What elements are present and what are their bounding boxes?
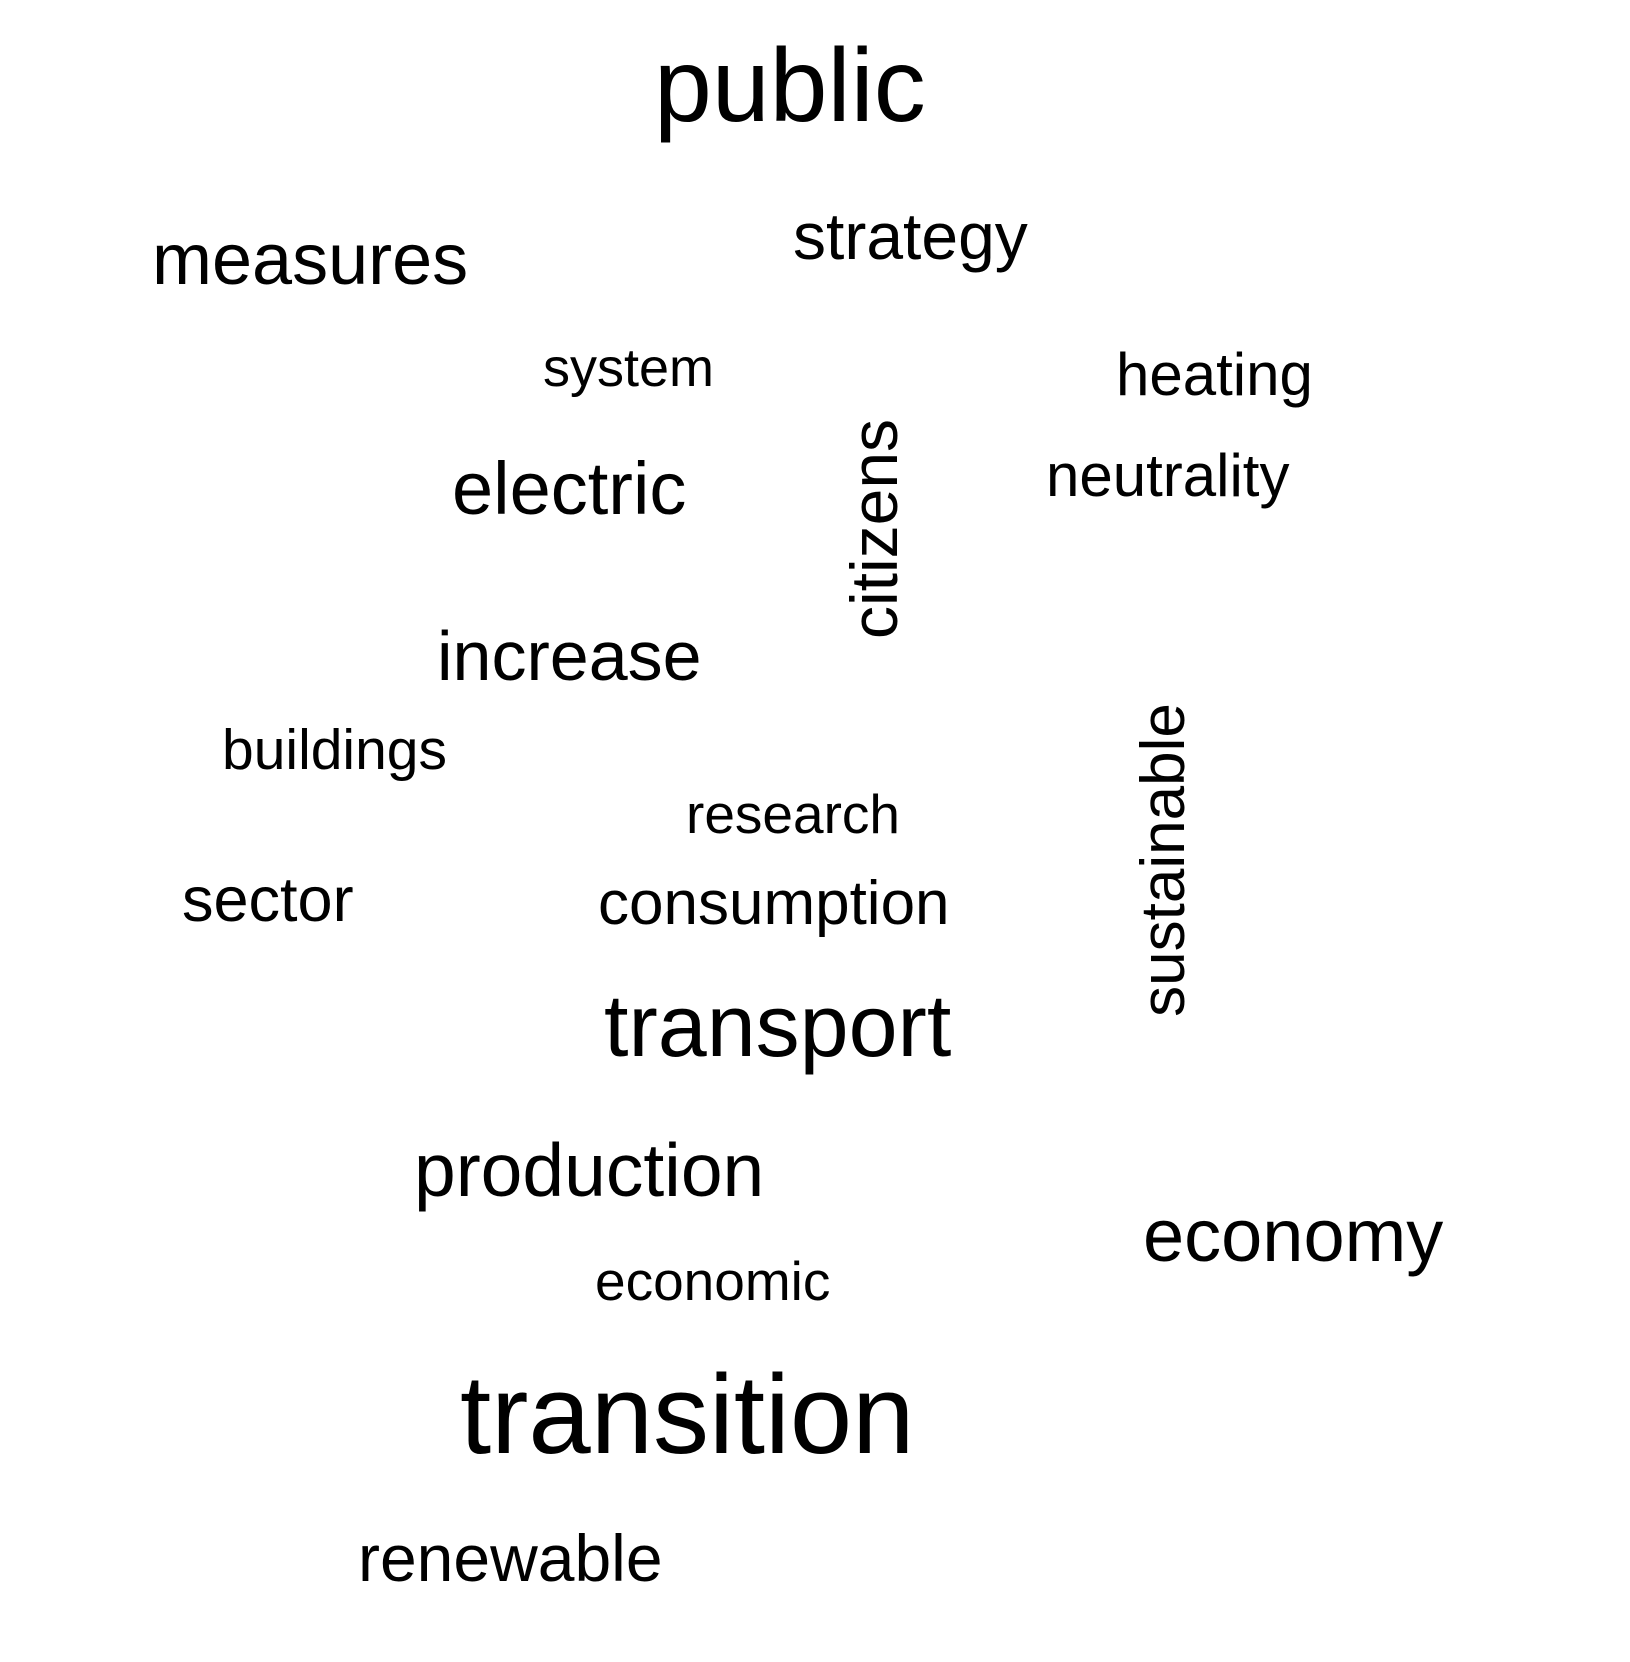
word-heating: heating	[1116, 341, 1313, 408]
word-electric: electric	[452, 447, 687, 530]
word-production: production	[414, 1128, 765, 1212]
word-system: system	[543, 338, 715, 398]
word-buildings: buildings	[222, 718, 447, 782]
word-strategy: strategy	[793, 199, 1028, 273]
word-transport: transport	[604, 976, 952, 1075]
word-economic: economic	[595, 1250, 831, 1312]
word-research: research	[686, 783, 900, 845]
word-transition: transition	[460, 1352, 915, 1477]
word-sustainable: sustainable	[1128, 703, 1198, 1017]
word-citizens: citizens	[837, 418, 912, 640]
word-sector: sector	[182, 865, 354, 935]
word-increase: increase	[437, 617, 702, 695]
word-economy: economy	[1143, 1194, 1444, 1277]
word-renewable: renewable	[358, 1521, 663, 1595]
word-neutrality: neutrality	[1046, 442, 1290, 509]
word-consumption: consumption	[598, 869, 950, 938]
word-measures: measures	[152, 220, 469, 300]
word-public: public	[654, 28, 926, 144]
